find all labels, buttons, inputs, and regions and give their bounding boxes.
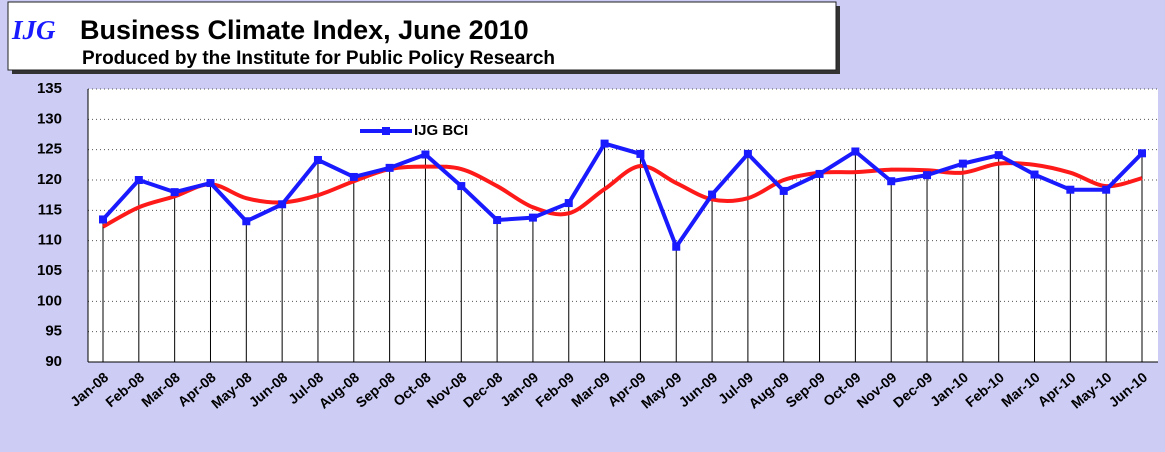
- y-tick-label: 125: [37, 141, 62, 158]
- data-point: [1102, 185, 1111, 194]
- title-box: [7, 1, 837, 71]
- data-point: [134, 176, 143, 184]
- data-point: [313, 155, 322, 164]
- title-logo: IJG: [11, 15, 56, 45]
- data-point: [743, 149, 752, 158]
- data-point: [600, 139, 609, 148]
- data-point: [708, 190, 717, 199]
- y-tick-label: 130: [37, 110, 62, 127]
- y-tick-label: 110: [38, 232, 62, 249]
- data-point: [815, 169, 824, 178]
- data-point: [278, 200, 287, 209]
- data-point: [385, 163, 394, 172]
- plot-area: [88, 89, 1158, 362]
- data-point: [636, 149, 645, 158]
- y-tick-label: 100: [37, 292, 62, 309]
- data-point: [851, 147, 860, 156]
- data-point: [457, 182, 466, 191]
- legend-marker: [382, 127, 390, 135]
- legend-label: IJG BCI: [414, 122, 468, 139]
- series-line: [101, 141, 1144, 249]
- data-point: [1030, 170, 1039, 179]
- data-point: [421, 150, 430, 159]
- data-point: [958, 159, 967, 168]
- y-tick-label: 90: [45, 353, 62, 370]
- chart-subtitle: Produced by the Institute for Public Pol…: [82, 48, 555, 69]
- data-point: [564, 199, 573, 208]
- y-tick-label: 105: [37, 262, 62, 279]
- y-tick-label: 135: [37, 80, 62, 97]
- data-point: [99, 215, 107, 224]
- y-tick-label: 120: [37, 171, 62, 188]
- data-point: [1138, 149, 1146, 158]
- chart-title: Business Climate Index, June 2010: [80, 15, 529, 45]
- data-point: [349, 172, 358, 181]
- y-tick-label: 115: [38, 201, 62, 218]
- data-point: [528, 213, 537, 222]
- data-point: [242, 217, 251, 226]
- data-point: [1066, 185, 1075, 194]
- data-point: [170, 188, 179, 197]
- data-point: [672, 242, 681, 251]
- data-point: [206, 179, 215, 188]
- data-point: [779, 186, 788, 195]
- data-point: [923, 171, 932, 180]
- data-point: [887, 177, 896, 186]
- data-point: [493, 216, 502, 225]
- data-point: [994, 151, 1003, 160]
- y-tick-label: 95: [45, 323, 62, 340]
